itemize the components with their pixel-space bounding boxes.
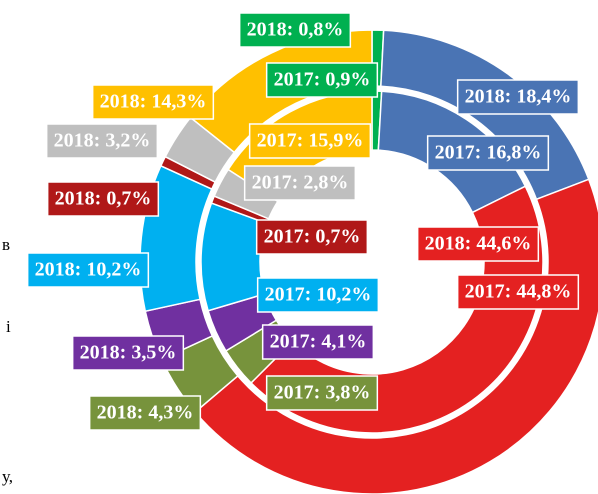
label-text: 2018: 0,8% — [247, 19, 344, 41]
label-text: 2017: 0,9% — [274, 69, 371, 91]
label-box — [91, 84, 215, 120]
label-text: 2018: 18,4% — [465, 86, 572, 108]
data-label: 2018: 18,4% — [456, 79, 580, 115]
label-text: 2018: 14,3% — [100, 91, 207, 113]
label-text: 2017: 2,8% — [252, 172, 349, 194]
label-box — [416, 226, 540, 262]
data-label: 2017: 15,9% — [248, 123, 372, 159]
data-label: 2017: 4,1% — [261, 324, 375, 360]
background-text: і — [6, 317, 11, 336]
data-label: 2017: 0,7% — [255, 219, 369, 255]
data-label: 2017: 16,8% — [426, 135, 550, 171]
data-label: 2017: 3,8% — [265, 375, 379, 411]
label-text: 2017: 10,2% — [265, 284, 372, 306]
data-label: 2018: 3,2% — [45, 123, 159, 159]
label-box — [238, 12, 352, 48]
label-text: 2018: 44,6% — [425, 233, 532, 255]
data-label: 2018: 0,8% — [238, 12, 352, 48]
label-box — [256, 277, 380, 313]
donut-slice — [194, 178, 598, 494]
label-box — [255, 219, 369, 255]
label-text: 2017: 0,7% — [264, 226, 361, 248]
label-text: 2018: 10,2% — [35, 259, 142, 281]
data-label: 2018: 10,2% — [26, 252, 150, 288]
data-label: 2018: 0,7% — [46, 181, 160, 217]
label-box — [26, 252, 150, 288]
label-box — [261, 324, 375, 360]
label-box — [248, 123, 372, 159]
data-label: 2017: 44,8% — [456, 274, 580, 310]
label-text: 2017: 15,9% — [257, 130, 364, 152]
slices — [139, 29, 598, 494]
label-box — [45, 123, 159, 159]
data-label: 2017: 10,2% — [256, 277, 380, 313]
label-box — [243, 165, 357, 201]
label-box — [265, 375, 379, 411]
label-text: 2017: 3,8% — [274, 382, 371, 404]
background-text: в — [2, 235, 10, 254]
background-text: у, — [2, 467, 13, 486]
label-text: 2017: 16,8% — [435, 142, 542, 164]
label-box — [71, 335, 185, 371]
data-label: 2018: 4,3% — [88, 395, 202, 431]
label-text: 2017: 44,8% — [465, 281, 572, 303]
data-label: 2018: 3,5% — [71, 335, 185, 371]
labels: 2018: 0,8% 2018: 18,4% 2018: 44,6% 2018: 4,… — [26, 12, 580, 431]
data-label: 2017: 0,9% — [265, 62, 379, 98]
label-text: 2017: 4,1% — [270, 331, 367, 353]
data-label: 2018: 44,6% — [416, 226, 540, 262]
data-label: 2018: 14,3% — [91, 84, 215, 120]
label-box — [456, 79, 580, 115]
label-text: 2018: 0,7% — [55, 188, 152, 210]
label-text: 2018: 4,3% — [97, 402, 194, 424]
label-box — [456, 274, 580, 310]
label-box — [426, 135, 550, 171]
label-box — [88, 395, 202, 431]
label-text: 2018: 3,2% — [54, 130, 151, 152]
data-label: 2017: 2,8% — [243, 165, 357, 201]
label-box — [265, 62, 379, 98]
label-box — [46, 181, 160, 217]
label-text: 2018: 3,5% — [80, 342, 177, 364]
